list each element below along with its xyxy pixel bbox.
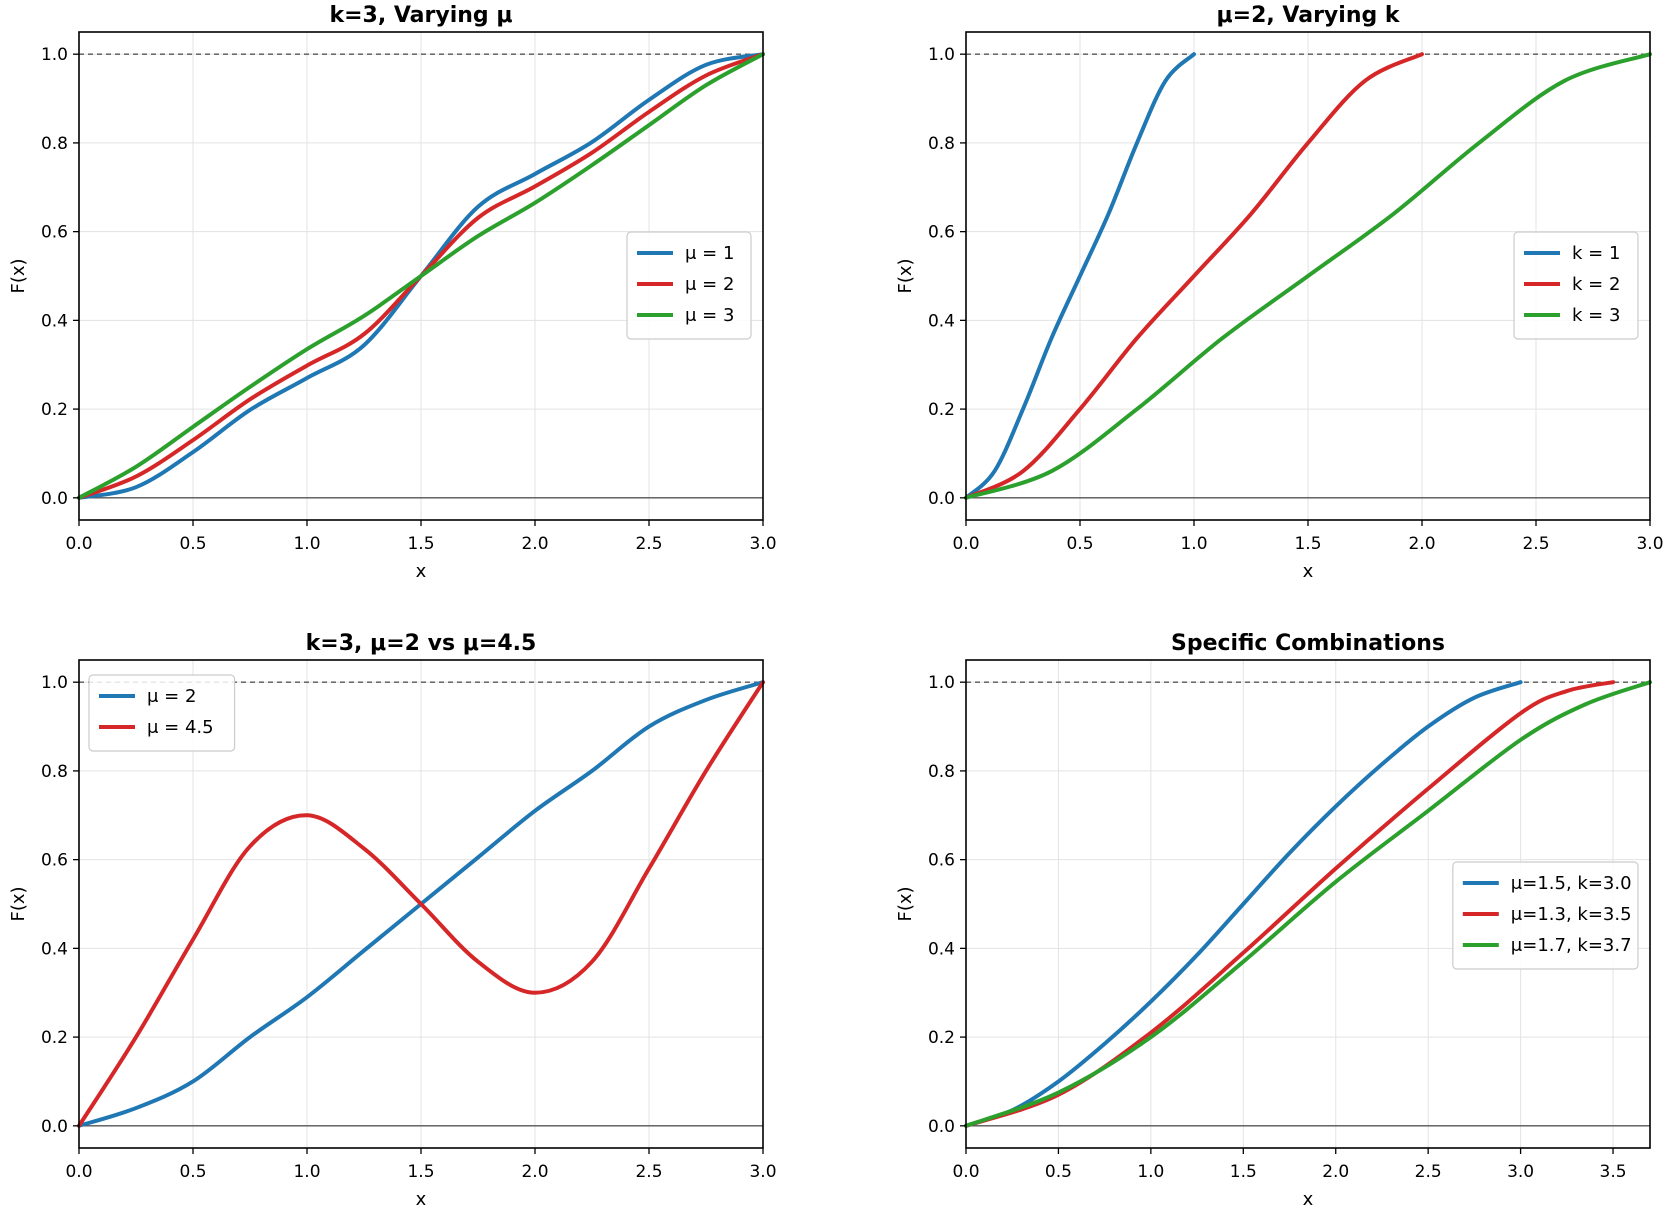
x-tick-label: 1.5: [1294, 534, 1321, 554]
legend-label: μ = 4.5: [147, 717, 214, 738]
x-tick-label: 3.0: [749, 534, 776, 554]
y-tick-label: 0.0: [928, 1117, 955, 1137]
series-line-2: [77, 680, 765, 1128]
y-axis-label: F(x): [895, 258, 916, 293]
legend: k = 1 k = 2 k = 3: [1513, 231, 1639, 340]
y-tick-label: 0.2: [41, 400, 68, 420]
subplot-title: μ=2, Varying k: [1216, 3, 1400, 28]
x-tick-label: 3.0: [749, 1162, 776, 1182]
series-line-3: [964, 52, 1652, 500]
series-line-3: [964, 680, 1652, 1128]
legend-label: μ=1.7, k=3.7: [1511, 935, 1632, 956]
x-axis-label: x: [416, 1189, 427, 1210]
x-axis-label: x: [1303, 1189, 1314, 1210]
legend-label: μ = 3: [685, 305, 734, 326]
legend-box: [626, 231, 752, 340]
y-tick-label: 0.0: [928, 489, 955, 509]
x-tick-label: 3.0: [1636, 534, 1663, 554]
series-line-1: [964, 680, 1523, 1128]
legend-label: μ = 2: [147, 686, 196, 707]
x-tick-label: 2.5: [635, 534, 662, 554]
y-tick-label: 0.8: [928, 762, 955, 782]
x-axis-label: x: [1303, 561, 1314, 582]
x-tick-label: 0.0: [65, 534, 92, 554]
x-tick-label: 0.5: [179, 1162, 206, 1182]
x-tick-label: 2.0: [1322, 1162, 1349, 1182]
subplot-title: k=3, Varying μ: [329, 3, 512, 28]
legend: μ=1.5, k=3.0 μ=1.3, k=3.5 μ=1.7, k=3.7: [1452, 861, 1639, 970]
y-axis-label: F(x): [895, 886, 916, 921]
x-tick-label: 2.5: [635, 1162, 662, 1182]
legend-label: k = 1: [1572, 243, 1620, 264]
y-tick-label: 0.2: [928, 400, 955, 420]
legend-box: [1452, 861, 1639, 970]
x-tick-label: 3.0: [1507, 1162, 1534, 1182]
y-tick-label: 0.6: [928, 851, 955, 871]
series-line-2: [964, 52, 1424, 500]
y-tick-label: 0.4: [41, 311, 68, 331]
x-tick-label: 0.5: [179, 534, 206, 554]
subplot-4: 0.0 0.5 1.0 1.5 2.0 2.5 3.0 3.5 0.0 0.2 0.4 0.6 0.8 1…: [895, 631, 1652, 1210]
y-tick-label: 1.0: [928, 45, 955, 65]
subplot-1: 0.0 0.5 1.0 1.5 2.0 2.5 3.0 0.0 0.2 0.4 0.6 0.8 1.0 k…: [8, 3, 777, 582]
y-tick-label: 0.0: [41, 1117, 68, 1137]
x-tick-label: 0.0: [952, 534, 979, 554]
x-tick-label: 1.0: [293, 1162, 320, 1182]
y-tick-label: 0.4: [928, 311, 955, 331]
legend-box: [1513, 231, 1639, 340]
x-axis-label: x: [416, 561, 427, 582]
series-line-1: [964, 52, 1196, 500]
y-tick-label: 1.0: [41, 673, 68, 693]
y-tick-label: 0.6: [41, 223, 68, 243]
y-tick-label: 0.6: [928, 223, 955, 243]
y-tick-label: 0.2: [41, 1028, 68, 1048]
x-tick-label: 1.5: [1230, 1162, 1257, 1182]
legend-label: k = 2: [1572, 274, 1620, 295]
x-tick-label: 2.5: [1415, 1162, 1442, 1182]
x-tick-label: 1.0: [1180, 534, 1207, 554]
y-tick-label: 0.2: [928, 1028, 955, 1048]
x-tick-label: 0.5: [1066, 534, 1093, 554]
y-axis-label: F(x): [8, 258, 29, 293]
y-tick-label: 0.4: [41, 939, 68, 959]
y-tick-label: 0.8: [41, 762, 68, 782]
y-tick-label: 0.8: [928, 134, 955, 154]
series-line-3: [77, 52, 765, 500]
subplot-title: Specific Combinations: [1171, 631, 1445, 656]
legend-label: μ = 1: [685, 243, 734, 264]
x-tick-label: 0.0: [952, 1162, 979, 1182]
legend: μ = 2 μ = 4.5: [88, 674, 236, 752]
subplot-title: k=3, μ=2 vs μ=4.5: [306, 631, 537, 656]
axes-frame: [965, 659, 1651, 1149]
x-tick-label: 1.5: [407, 1162, 434, 1182]
x-tick-label: 2.5: [1522, 534, 1549, 554]
legend: μ = 1 μ = 2 μ = 3: [626, 231, 752, 340]
y-tick-label: 0.4: [928, 939, 955, 959]
x-tick-label: 1.0: [1137, 1162, 1164, 1182]
y-tick-label: 0.8: [41, 134, 68, 154]
x-tick-label: 0.5: [1045, 1162, 1072, 1182]
x-tick-label: 2.0: [521, 534, 548, 554]
y-axis-label: F(x): [8, 886, 29, 921]
x-tick-label: 2.0: [1408, 534, 1435, 554]
legend-label: μ=1.3, k=3.5: [1511, 904, 1632, 925]
x-tick-label: 0.0: [65, 1162, 92, 1182]
y-tick-label: 0.0: [41, 489, 68, 509]
y-tick-label: 0.6: [41, 851, 68, 871]
subplot-3: 0.0 0.5 1.0 1.5 2.0 2.5 3.0 0.0 0.2 0.4 0.6 0.8 1.0 k…: [8, 631, 777, 1210]
legend-label: μ = 2: [685, 274, 734, 295]
y-tick-label: 1.0: [41, 45, 68, 65]
subplot-2: 0.0 0.5 1.0 1.5 2.0 2.5 3.0 0.0 0.2 0.4 0.6 0.8 1.0 μ…: [895, 3, 1664, 582]
x-tick-label: 2.0: [521, 1162, 548, 1182]
legend-label: μ=1.5, k=3.0: [1511, 873, 1632, 894]
legend-label: k = 3: [1572, 305, 1620, 326]
y-tick-label: 1.0: [928, 673, 955, 693]
x-tick-label: 3.5: [1600, 1162, 1627, 1182]
x-tick-label: 1.5: [407, 534, 434, 554]
x-tick-label: 1.0: [293, 534, 320, 554]
